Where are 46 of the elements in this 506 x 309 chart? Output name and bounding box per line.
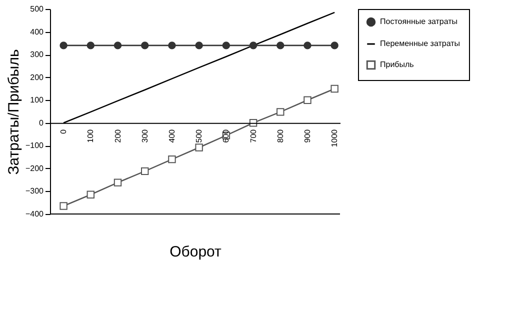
point — [141, 42, 149, 50]
point — [86, 190, 95, 198]
point — [168, 42, 176, 50]
point — [114, 42, 122, 50]
y-tick-label: 0 — [39, 118, 44, 128]
y-tick-label: −100 — [25, 141, 44, 150]
point — [276, 108, 284, 116]
x-tick-label: 900 — [302, 128, 312, 143]
point — [304, 42, 312, 50]
x-tick-label: 800 — [276, 128, 285, 143]
y-tick-label: −300 — [25, 186, 44, 196]
y-tick-label: 400 — [30, 27, 44, 36]
y-tick-label: −200 — [25, 164, 44, 173]
y-tick-label: 300 — [30, 50, 44, 60]
y-tick-label: 100 — [30, 96, 44, 105]
point — [60, 202, 68, 210]
point — [222, 42, 230, 50]
point — [330, 84, 338, 93]
point — [249, 42, 258, 50]
point — [114, 178, 122, 186]
y-tick-label: 500 — [30, 4, 44, 14]
x-tick-label: 200 — [113, 128, 122, 143]
x-tick-label: 500 — [194, 128, 204, 143]
y-tick-label: 200 — [30, 72, 44, 82]
y-axis-title: Затраты/Прибыль — [5, 49, 22, 175]
point — [60, 42, 68, 50]
point — [195, 42, 203, 50]
legend-label: Переменные затраты — [380, 39, 460, 48]
y-tick-label: −400 — [25, 210, 44, 218]
x-tick-label: 400 — [167, 128, 176, 143]
x-tick-label: 700 — [248, 128, 258, 143]
x-tick-label: 0 — [59, 128, 68, 134]
point — [304, 96, 312, 104]
x-tick-label: 300 — [140, 128, 150, 143]
point — [168, 155, 176, 164]
point — [86, 42, 95, 50]
x-tick-label: 1000 — [330, 128, 340, 148]
x-axis-title: Оборот — [170, 244, 222, 260]
x-tick-label: 600 — [222, 128, 231, 143]
point — [276, 42, 284, 50]
x-tick-label: 100 — [86, 128, 96, 143]
legend-label: Прибыль — [380, 60, 414, 69]
point — [330, 42, 338, 50]
point — [141, 167, 149, 176]
legend-label: Постоянные затраты — [380, 17, 458, 26]
point — [195, 144, 203, 152]
